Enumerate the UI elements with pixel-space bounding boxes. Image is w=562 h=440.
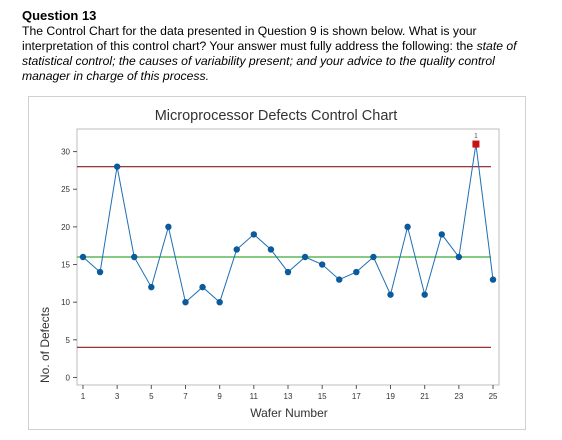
x-tick-label: 3	[115, 392, 120, 401]
data-point	[438, 231, 445, 238]
x-tick-label: 9	[217, 392, 222, 401]
data-point	[182, 298, 189, 306]
x-tick-label: 23	[454, 392, 463, 401]
data-point	[165, 223, 172, 231]
x-tick-label: 25	[489, 392, 498, 401]
data-point	[404, 223, 411, 231]
data-point	[318, 261, 326, 268]
data-point	[96, 268, 104, 276]
x-tick-label: 19	[386, 392, 395, 401]
data-point	[148, 283, 155, 291]
data-point	[421, 291, 428, 298]
data-point	[131, 253, 138, 261]
data-point	[113, 163, 121, 170]
x-tick-label: 7	[183, 392, 188, 401]
data-point	[353, 268, 360, 276]
data-point	[250, 231, 258, 238]
series-line	[82, 144, 494, 304]
x-tick-label: 11	[250, 392, 259, 401]
x-tick-label: 13	[284, 392, 293, 401]
x-tick-label: 5	[149, 392, 154, 401]
x-axis-label: Wafer Number	[250, 406, 328, 420]
y-tick-label: 20	[61, 223, 70, 232]
y-axis-label: No. of Defects	[38, 307, 52, 383]
chart-title: Microprocessor Defects Control Chart	[155, 108, 398, 124]
data-point	[267, 246, 275, 253]
data-point	[301, 253, 309, 261]
question-text-plain: The Control Chart for the data presented…	[22, 24, 477, 53]
x-tick-label: 1	[81, 392, 86, 401]
data-point	[216, 298, 223, 306]
out-of-control-point	[472, 140, 480, 148]
data-point	[370, 253, 377, 261]
data-point	[199, 283, 206, 291]
data-point	[284, 268, 292, 276]
x-tick-label: 21	[420, 392, 429, 401]
question-text-italic: state of statistical control; the causes…	[22, 39, 517, 83]
y-tick-label: 25	[61, 185, 70, 194]
data-point	[336, 276, 343, 283]
data-point	[79, 253, 87, 261]
x-tick-label: 17	[352, 392, 361, 401]
y-tick-label: 15	[61, 261, 70, 270]
control-chart: Microprocessor Defects Control Chart 0 5 1…	[28, 96, 526, 430]
y-tick-label: 10	[61, 298, 70, 307]
data-point	[455, 253, 463, 261]
question-text: The Control Chart for the data presented…	[22, 24, 540, 84]
data-point	[489, 276, 497, 283]
y-tick-label: 5	[66, 336, 71, 345]
data-point	[387, 291, 394, 298]
y-tick-label: 30	[61, 148, 70, 157]
question-title: Question 13	[22, 8, 97, 23]
control-chart-svg: Microprocessor Defects Control Chart 0 5 1…	[38, 108, 500, 420]
data-point	[233, 246, 240, 253]
x-tick-label: 15	[318, 392, 327, 401]
y-tick-label: 0	[66, 373, 71, 382]
out-of-control-label: 1	[474, 133, 478, 140]
